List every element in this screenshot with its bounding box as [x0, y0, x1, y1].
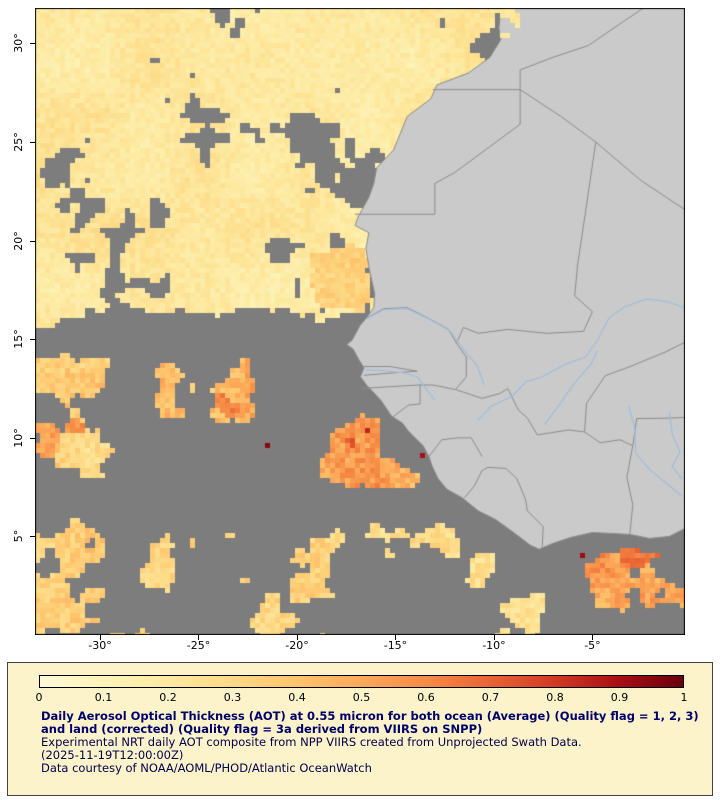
lat-tick-label: 30°	[12, 33, 25, 54]
lat-tick-mark	[30, 339, 35, 341]
lat-tick-label: 15°	[12, 329, 25, 349]
lon-tick-label: -25°	[186, 639, 211, 652]
lat-tick-mark	[30, 437, 35, 439]
lon-tick-label: -15°	[383, 639, 408, 652]
lon-tick-mark	[100, 635, 101, 640]
colorbar-tick-label: 0.6	[417, 691, 435, 704]
lon-tick-mark	[296, 635, 298, 640]
lon-tick-mark	[198, 635, 200, 640]
aot-map-canvas	[35, 8, 685, 635]
lon-tick-mark	[395, 635, 397, 640]
lon-tick-label: -5°	[584, 639, 601, 652]
legend-subtitle: Experimental NRT daily AOT composite fro…	[41, 735, 582, 749]
lon-tick-mark	[592, 635, 594, 640]
colorbar-tick-label: 0.2	[159, 691, 177, 704]
colorbar-tick-label: 0	[35, 691, 43, 704]
lon-tick-label: -20°	[285, 639, 309, 652]
lat-tick-label: 25°	[12, 132, 25, 152]
colorbar-tick-label: 1	[680, 691, 688, 704]
colorbar-tick-label: 0.9	[610, 691, 629, 704]
colorbar-tick-label: 0.5	[352, 691, 371, 704]
colorbar-tick-label: 0.1	[94, 691, 113, 704]
legend-title: Daily Aerosol Optical Thickness (AOT) at…	[41, 709, 699, 736]
colorbar-tick-label: 0.4	[288, 691, 306, 704]
legend-timestamp: (2025-11-19T12:00:00Z)	[41, 748, 184, 762]
colorbar-tick-label: 0.3	[223, 691, 242, 704]
lat-tick-mark	[30, 536, 35, 538]
lat-tick-mark	[30, 142, 35, 144]
legend-panel: 0 0.1 0.2 0.3 0.4 0.5 0.6 0.7 0.8 0.9 1 Daily Aero…	[7, 662, 713, 796]
colorbar	[39, 675, 684, 688]
lat-tick-label: 20°	[12, 230, 25, 251]
lat-tick-mark	[30, 240, 35, 242]
legend-credit: Data courtesy of NOAA/AOML/PHOD/Atlantic…	[41, 761, 372, 775]
colorbar-tick-label: 0.7	[481, 691, 500, 704]
colorbar-tick-row: 0 0.1 0.2 0.3 0.4 0.5 0.6 0.7 0.8 0.9 1	[35, 691, 688, 705]
lon-tick-label: -30°	[88, 639, 112, 652]
colorbar-tick-label: 0.8	[546, 691, 564, 704]
lon-tick-label: -10°	[482, 639, 506, 652]
legend-captions: Daily Aerosol Optical Thickness (AOT) at…	[41, 710, 699, 775]
lat-tick-mark	[30, 43, 35, 45]
lon-tick-mark	[493, 635, 495, 640]
lat-tick-label: 10°	[12, 428, 25, 448]
lat-tick-label: 5°	[12, 530, 25, 543]
